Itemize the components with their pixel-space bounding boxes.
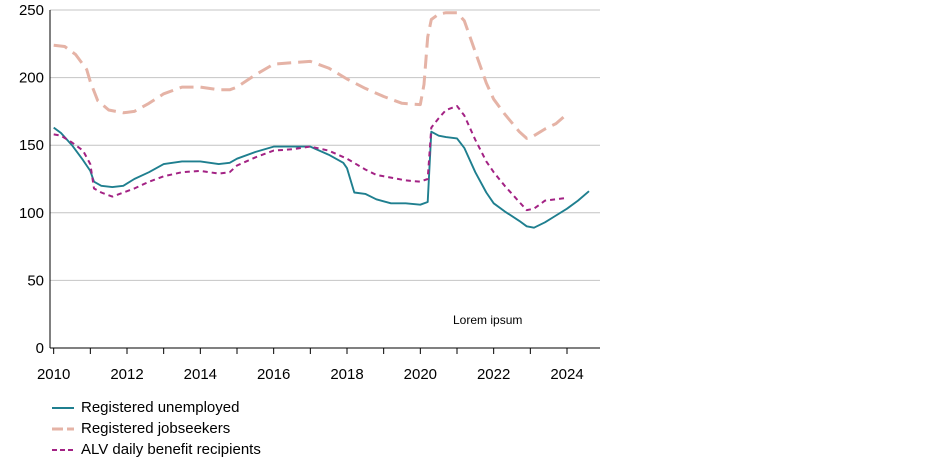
x-tick-label: 2024 (550, 366, 583, 383)
y-tick-label: 200 (19, 70, 44, 87)
plot-area (53, 11, 590, 229)
legend-label: Registered unemployed (81, 399, 240, 416)
legend-swatch (52, 406, 74, 409)
legend: Registered unemployed Registered jobseek… (52, 397, 261, 460)
x-tick-label: 2014 (184, 366, 217, 383)
gridlines (50, 9, 600, 281)
x-tick-label: 2012 (110, 366, 143, 383)
y-tick-label: 50 (27, 272, 44, 289)
x-tick-label: 2018 (330, 366, 363, 383)
y-tick-label: 250 (19, 2, 44, 19)
y-tick-label: 100 (19, 205, 44, 222)
legend-item: ALV daily benefit recipients (52, 439, 261, 460)
legend-swatch (52, 427, 74, 430)
series-line-1 (53, 11, 568, 140)
legend-item: Registered jobseekers (52, 418, 261, 439)
x-tick-label: 2016 (257, 366, 290, 383)
x-tick-label: 2022 (477, 366, 510, 383)
series-line-0 (53, 126, 590, 229)
legend-label: Registered jobseekers (81, 420, 231, 437)
y-tick-label: 150 (19, 137, 44, 154)
legend-item: Registered unemployed (52, 397, 261, 418)
legend-swatch (52, 448, 74, 451)
axes: 0 50 100 150 200 250 2010 2012 2014 2016 2018 2020 2… (19, 2, 600, 383)
annotation-text: Lorem ipsum (453, 313, 522, 327)
series-line-2 (53, 105, 568, 212)
x-tick-label: 2010 (37, 366, 70, 383)
y-tick-label: 0 (36, 340, 44, 357)
legend-label: ALV daily benefit recipients (81, 441, 261, 458)
x-tick-label: 2020 (404, 366, 437, 383)
